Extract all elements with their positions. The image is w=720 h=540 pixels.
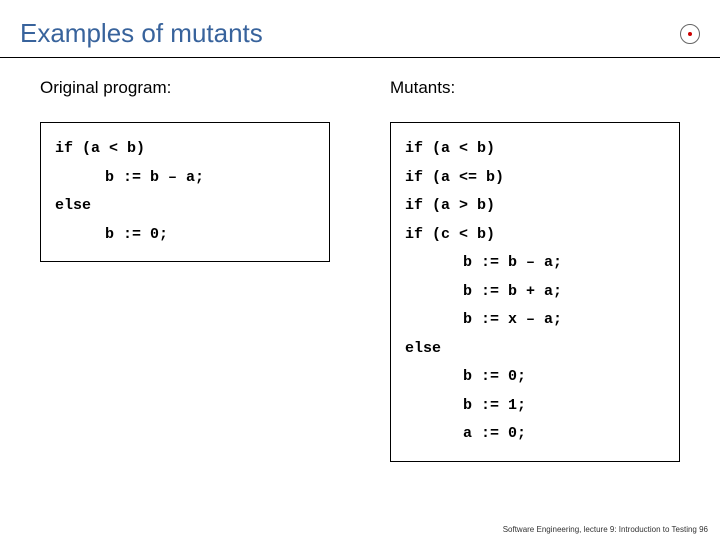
- page-title: Examples of mutants: [20, 18, 263, 49]
- code-line: else: [405, 335, 665, 364]
- code-line: if (a <= b): [405, 164, 665, 193]
- right-column: Mutants: if (a < b)if (a <= b)if (a > b)…: [390, 78, 680, 462]
- left-column: Original program: if (a < b)b := b – a;e…: [40, 78, 330, 462]
- original-code-box: if (a < b)b := b – a;elseb := 0;: [40, 122, 330, 262]
- title-bar: Examples of mutants: [0, 0, 720, 58]
- code-line: if (a > b): [405, 192, 665, 221]
- mutants-code-box: if (a < b)if (a <= b)if (a > b)if (c < b…: [390, 122, 680, 462]
- code-line: b := x – a;: [405, 306, 665, 335]
- code-line: b := b + a;: [405, 278, 665, 307]
- code-line: if (c < b): [405, 221, 665, 250]
- logo-icon: [680, 24, 700, 44]
- code-line: b := b – a;: [405, 249, 665, 278]
- code-line: if (a < b): [405, 135, 665, 164]
- code-line: a := 0;: [405, 420, 665, 449]
- code-line: b := 0;: [55, 221, 315, 250]
- code-line: else: [55, 192, 315, 221]
- left-heading: Original program:: [40, 78, 330, 98]
- code-line: if (a < b): [55, 135, 315, 164]
- code-line: b := 1;: [405, 392, 665, 421]
- right-heading: Mutants:: [390, 78, 680, 98]
- code-line: b := 0;: [405, 363, 665, 392]
- footer-text: Software Engineering, lecture 9: Introdu…: [503, 525, 708, 534]
- content-area: Original program: if (a < b)b := b – a;e…: [0, 58, 720, 462]
- code-line: b := b – a;: [55, 164, 315, 193]
